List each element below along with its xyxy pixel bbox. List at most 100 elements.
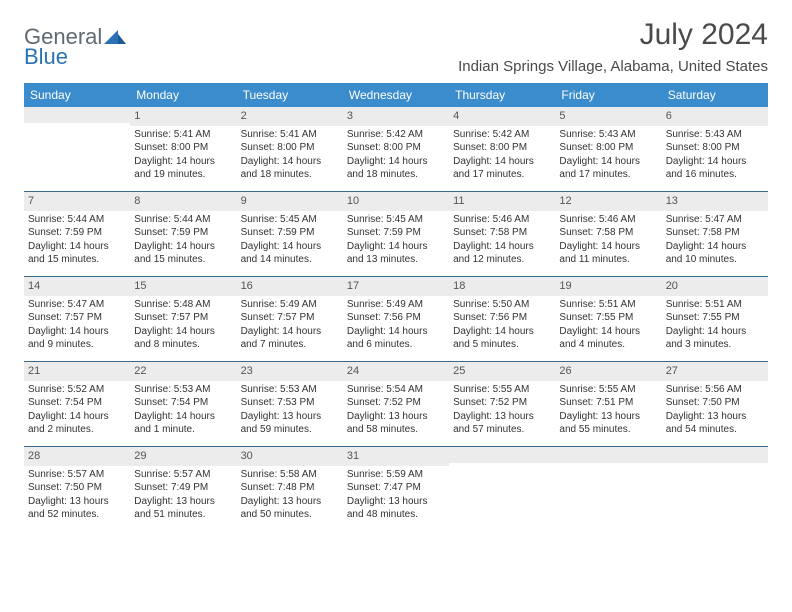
- day-cell: 5Sunrise: 5:43 AMSunset: 8:00 PMDaylight…: [555, 107, 661, 191]
- sunrise-text: Sunrise: 5:42 AM: [347, 128, 445, 142]
- day-cell: [24, 107, 130, 191]
- sunrise-text: Sunrise: 5:55 AM: [453, 383, 551, 397]
- day-body: Sunrise: 5:50 AMSunset: 7:56 PMDaylight:…: [449, 296, 555, 356]
- daylight-text: Daylight: 14 hours and 2 minutes.: [28, 410, 126, 437]
- daylight-text: Daylight: 14 hours and 11 minutes.: [559, 240, 657, 267]
- day-cell: 31Sunrise: 5:59 AMSunset: 7:47 PMDayligh…: [343, 447, 449, 531]
- day-body: [449, 463, 555, 469]
- header: General July 2024 Indian Springs Village…: [24, 18, 768, 75]
- day-cell: 2Sunrise: 5:41 AMSunset: 8:00 PMDaylight…: [237, 107, 343, 191]
- day-number: [555, 447, 661, 463]
- day-cell: 6Sunrise: 5:43 AMSunset: 8:00 PMDaylight…: [662, 107, 768, 191]
- daylight-text: Daylight: 13 hours and 57 minutes.: [453, 410, 551, 437]
- day-body: Sunrise: 5:48 AMSunset: 7:57 PMDaylight:…: [130, 296, 236, 356]
- day-number: 19: [555, 277, 661, 296]
- day-cell: 17Sunrise: 5:49 AMSunset: 7:56 PMDayligh…: [343, 277, 449, 361]
- day-body: Sunrise: 5:43 AMSunset: 8:00 PMDaylight:…: [555, 126, 661, 186]
- day-number: 8: [130, 192, 236, 211]
- day-body: Sunrise: 5:53 AMSunset: 7:54 PMDaylight:…: [130, 381, 236, 441]
- day-body: Sunrise: 5:56 AMSunset: 7:50 PMDaylight:…: [662, 381, 768, 441]
- daylight-text: Daylight: 14 hours and 16 minutes.: [666, 155, 764, 182]
- sunrise-text: Sunrise: 5:59 AM: [347, 468, 445, 482]
- daylight-text: Daylight: 13 hours and 55 minutes.: [559, 410, 657, 437]
- sunrise-text: Sunrise: 5:45 AM: [241, 213, 339, 227]
- day-number: 20: [662, 277, 768, 296]
- week-row: 1Sunrise: 5:41 AMSunset: 8:00 PMDaylight…: [24, 107, 768, 191]
- daylight-text: Daylight: 14 hours and 17 minutes.: [559, 155, 657, 182]
- day-number: 27: [662, 362, 768, 381]
- day-number: 3: [343, 107, 449, 126]
- sunrise-text: Sunrise: 5:41 AM: [241, 128, 339, 142]
- day-number: 10: [343, 192, 449, 211]
- day-number: 6: [662, 107, 768, 126]
- day-body: Sunrise: 5:46 AMSunset: 7:58 PMDaylight:…: [555, 211, 661, 271]
- day-cell: 29Sunrise: 5:57 AMSunset: 7:49 PMDayligh…: [130, 447, 236, 531]
- sunset-text: Sunset: 7:56 PM: [453, 311, 551, 325]
- day-body: [24, 123, 130, 129]
- sunset-text: Sunset: 7:58 PM: [559, 226, 657, 240]
- daylight-text: Daylight: 14 hours and 19 minutes.: [134, 155, 232, 182]
- day-number: 12: [555, 192, 661, 211]
- sunrise-text: Sunrise: 5:54 AM: [347, 383, 445, 397]
- day-body: Sunrise: 5:42 AMSunset: 8:00 PMDaylight:…: [343, 126, 449, 186]
- sunset-text: Sunset: 8:00 PM: [134, 141, 232, 155]
- sunset-text: Sunset: 8:00 PM: [559, 141, 657, 155]
- day-number: 16: [237, 277, 343, 296]
- sunset-text: Sunset: 7:58 PM: [453, 226, 551, 240]
- sunset-text: Sunset: 7:58 PM: [666, 226, 764, 240]
- day-number: 22: [130, 362, 236, 381]
- day-cell: 11Sunrise: 5:46 AMSunset: 7:58 PMDayligh…: [449, 192, 555, 276]
- day-cell: 8Sunrise: 5:44 AMSunset: 7:59 PMDaylight…: [130, 192, 236, 276]
- day-body: Sunrise: 5:41 AMSunset: 8:00 PMDaylight:…: [130, 126, 236, 186]
- sunrise-text: Sunrise: 5:49 AM: [241, 298, 339, 312]
- day-cell: [449, 447, 555, 531]
- sunset-text: Sunset: 7:52 PM: [453, 396, 551, 410]
- daylight-text: Daylight: 13 hours and 54 minutes.: [666, 410, 764, 437]
- day-body: Sunrise: 5:49 AMSunset: 7:56 PMDaylight:…: [343, 296, 449, 356]
- sunrise-text: Sunrise: 5:45 AM: [347, 213, 445, 227]
- day-cell: 28Sunrise: 5:57 AMSunset: 7:50 PMDayligh…: [24, 447, 130, 531]
- day-body: Sunrise: 5:43 AMSunset: 8:00 PMDaylight:…: [662, 126, 768, 186]
- day-body: Sunrise: 5:58 AMSunset: 7:48 PMDaylight:…: [237, 466, 343, 526]
- sunrise-text: Sunrise: 5:58 AM: [241, 468, 339, 482]
- day-cell: 13Sunrise: 5:47 AMSunset: 7:58 PMDayligh…: [662, 192, 768, 276]
- sunrise-text: Sunrise: 5:53 AM: [241, 383, 339, 397]
- day-body: Sunrise: 5:45 AMSunset: 7:59 PMDaylight:…: [343, 211, 449, 271]
- day-body: Sunrise: 5:46 AMSunset: 7:58 PMDaylight:…: [449, 211, 555, 271]
- daylight-text: Daylight: 14 hours and 12 minutes.: [453, 240, 551, 267]
- day-cell: 3Sunrise: 5:42 AMSunset: 8:00 PMDaylight…: [343, 107, 449, 191]
- sunrise-text: Sunrise: 5:44 AM: [28, 213, 126, 227]
- daylight-text: Daylight: 14 hours and 9 minutes.: [28, 325, 126, 352]
- day-body: Sunrise: 5:44 AMSunset: 7:59 PMDaylight:…: [24, 211, 130, 271]
- sunset-text: Sunset: 7:51 PM: [559, 396, 657, 410]
- day-cell: 30Sunrise: 5:58 AMSunset: 7:48 PMDayligh…: [237, 447, 343, 531]
- sunset-text: Sunset: 7:57 PM: [241, 311, 339, 325]
- day-cell: 1Sunrise: 5:41 AMSunset: 8:00 PMDaylight…: [130, 107, 236, 191]
- day-number: 17: [343, 277, 449, 296]
- day-cell: 27Sunrise: 5:56 AMSunset: 7:50 PMDayligh…: [662, 362, 768, 446]
- day-cell: 22Sunrise: 5:53 AMSunset: 7:54 PMDayligh…: [130, 362, 236, 446]
- dayname-tuesday: Tuesday: [237, 83, 343, 107]
- day-body: Sunrise: 5:51 AMSunset: 7:55 PMDaylight:…: [662, 296, 768, 356]
- day-body: Sunrise: 5:42 AMSunset: 8:00 PMDaylight:…: [449, 126, 555, 186]
- sunset-text: Sunset: 7:59 PM: [134, 226, 232, 240]
- sunrise-text: Sunrise: 5:50 AM: [453, 298, 551, 312]
- sunrise-text: Sunrise: 5:42 AM: [453, 128, 551, 142]
- day-cell: 18Sunrise: 5:50 AMSunset: 7:56 PMDayligh…: [449, 277, 555, 361]
- daylight-text: Daylight: 14 hours and 13 minutes.: [347, 240, 445, 267]
- sunset-text: Sunset: 7:55 PM: [559, 311, 657, 325]
- sunset-text: Sunset: 7:52 PM: [347, 396, 445, 410]
- day-body: Sunrise: 5:55 AMSunset: 7:52 PMDaylight:…: [449, 381, 555, 441]
- day-number: 5: [555, 107, 661, 126]
- day-number: 31: [343, 447, 449, 466]
- day-number: 26: [555, 362, 661, 381]
- sunrise-text: Sunrise: 5:43 AM: [559, 128, 657, 142]
- day-number: 29: [130, 447, 236, 466]
- sunrise-text: Sunrise: 5:49 AM: [347, 298, 445, 312]
- daylight-text: Daylight: 14 hours and 8 minutes.: [134, 325, 232, 352]
- sunset-text: Sunset: 8:00 PM: [453, 141, 551, 155]
- day-cell: 14Sunrise: 5:47 AMSunset: 7:57 PMDayligh…: [24, 277, 130, 361]
- calendar: Sunday Monday Tuesday Wednesday Thursday…: [24, 83, 768, 531]
- week-row: 7Sunrise: 5:44 AMSunset: 7:59 PMDaylight…: [24, 191, 768, 276]
- daylight-text: Daylight: 13 hours and 50 minutes.: [241, 495, 339, 522]
